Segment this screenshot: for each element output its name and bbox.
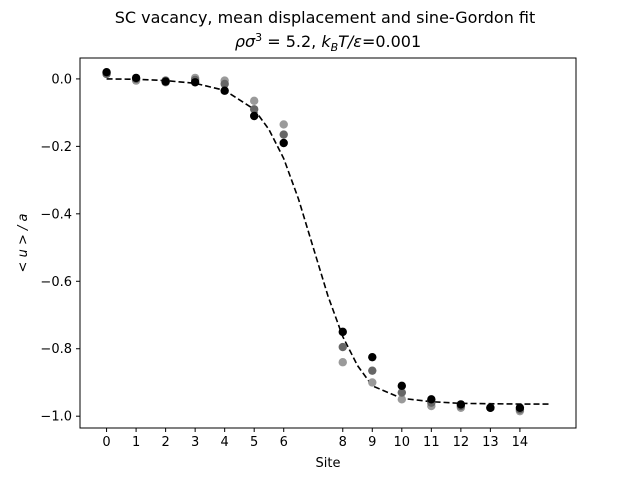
data-point	[338, 327, 347, 337]
x-tick-label: 13	[482, 435, 499, 450]
data-point	[131, 73, 141, 83]
data-point	[397, 395, 407, 404]
data-point	[161, 77, 170, 86]
x-tick-label: 0	[102, 435, 110, 450]
subtitle-exponent: 3	[255, 31, 262, 44]
data-point	[515, 403, 525, 412]
scatter-series-1	[102, 69, 525, 416]
y-tick-label: −0.6	[40, 275, 72, 290]
subtitle-temperature: T/ε	[338, 32, 362, 51]
subtitle-subscript-b: B	[331, 41, 339, 54]
subtitle-k: k	[321, 32, 331, 51]
subtitle-temperature-value: =0.001	[362, 32, 421, 51]
fit-curve	[106, 78, 550, 405]
data-point	[427, 395, 436, 404]
data-point	[279, 130, 288, 139]
y-tick-label: 0.0	[51, 72, 72, 87]
x-tick-label: 9	[368, 435, 376, 450]
x-tick-label: 10	[394, 435, 411, 450]
x-tick-label: 5	[250, 435, 258, 450]
data-point	[220, 86, 229, 95]
x-tick-label: 6	[280, 435, 288, 450]
axes-frame	[79, 57, 577, 429]
chart-title: SC vacancy, mean displacement and sine-G…	[115, 8, 536, 27]
data-point	[279, 138, 288, 148]
data-point	[279, 120, 288, 129]
x-tick-label: 2	[161, 435, 169, 450]
y-tick-label: −0.2	[40, 140, 72, 155]
data-point	[102, 67, 111, 77]
scatter-series-2	[102, 69, 525, 414]
data-point	[249, 96, 259, 106]
data-point	[486, 403, 495, 412]
data-point	[368, 378, 377, 387]
data-point	[456, 400, 466, 409]
x-tick-label: 3	[191, 435, 199, 450]
x-tick-label: 12	[453, 435, 470, 450]
plot-area	[102, 67, 550, 416]
data-point	[249, 111, 259, 121]
scatter-series-3	[102, 67, 525, 412]
subtitle-rho-sigma: ρσ	[235, 32, 256, 51]
y-axis: 0.0 −0.2 −0.4 −0.6 −0.8 −1.0	[40, 72, 80, 425]
chart-subtitle: ρσ3 = 5.2, kBT/ε=0.001	[235, 31, 421, 54]
data-point	[249, 105, 259, 114]
data-point	[338, 342, 347, 352]
data-point	[190, 78, 200, 87]
y-tick-label: −0.8	[40, 342, 72, 357]
y-axis-label: < u > / a	[16, 214, 31, 273]
data-point	[368, 352, 377, 362]
x-tick-label: 8	[339, 435, 347, 450]
data-point	[397, 381, 407, 391]
data-point	[220, 79, 229, 89]
y-tick-label: −0.4	[40, 207, 72, 222]
x-axis: 0 1 2 3 4 5 6 8 9 10 11 12 13 14	[102, 428, 528, 450]
data-point	[368, 366, 377, 375]
subtitle-density-value: = 5.2,	[262, 32, 321, 51]
y-tick-label: −1.0	[40, 410, 72, 425]
data-point	[397, 388, 407, 397]
x-axis-label: Site	[316, 456, 341, 471]
x-tick-label: 1	[132, 435, 140, 450]
data-point	[338, 358, 347, 367]
x-tick-label: 11	[423, 435, 440, 450]
x-tick-label: 14	[512, 435, 529, 450]
x-tick-label: 4	[221, 435, 229, 450]
